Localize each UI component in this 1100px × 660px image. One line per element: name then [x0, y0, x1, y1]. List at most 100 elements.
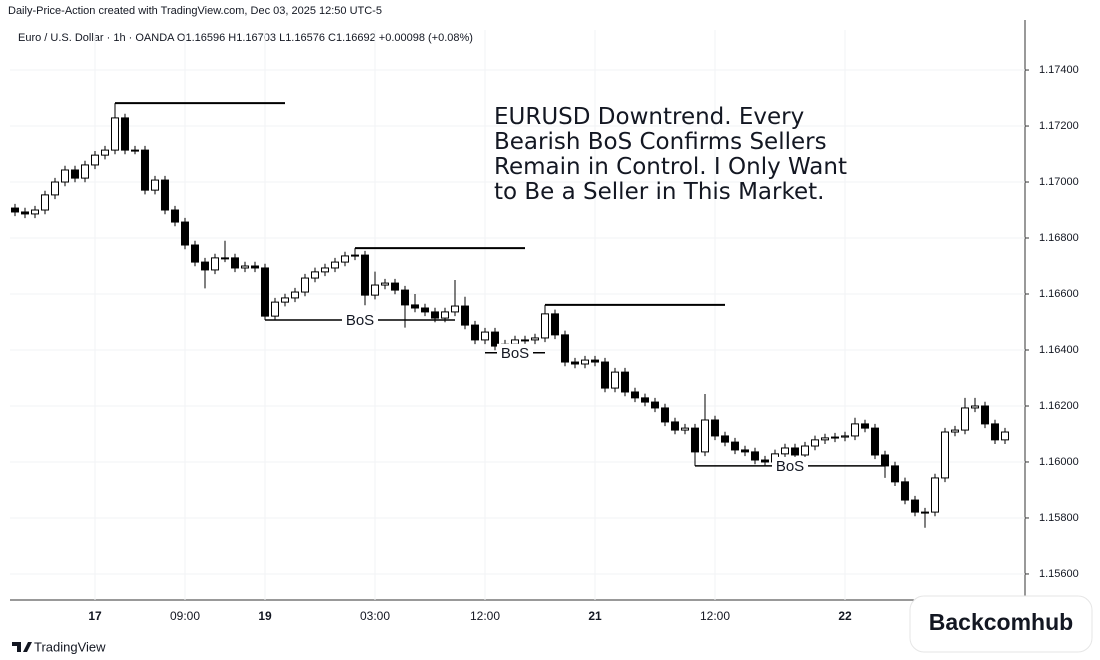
candle — [551, 309, 559, 340]
candle — [691, 423, 699, 466]
candle-body — [881, 454, 889, 467]
candle-body — [631, 391, 639, 399]
candle — [931, 473, 939, 517]
candle — [261, 263, 269, 321]
candle — [711, 415, 719, 441]
candle-body — [471, 324, 479, 341]
candle-body — [131, 149, 139, 152]
candle — [21, 207, 29, 219]
annotation-line: Remain in Control. I Only Want — [494, 154, 847, 180]
candle — [591, 355, 599, 367]
candle-body — [861, 423, 869, 429]
candle-body — [921, 511, 929, 514]
badge-box — [909, 595, 1093, 653]
candle-body — [291, 291, 299, 299]
candle-body — [141, 149, 149, 191]
x-tick-label: 12:00 — [700, 609, 730, 623]
y-tick-label: 1.15800 — [1039, 512, 1079, 524]
y-tick-label: 1.16200 — [1039, 400, 1079, 412]
candle — [891, 461, 899, 487]
candle-body — [361, 254, 369, 296]
y-tick-label: 1.16000 — [1039, 456, 1079, 468]
y-tick-label: 1.17400 — [1039, 64, 1079, 76]
candle — [441, 307, 449, 323]
candle — [791, 443, 799, 460]
candle — [821, 433, 829, 445]
candle — [91, 150, 99, 170]
candle — [781, 443, 789, 459]
badge: Backcomhub — [909, 595, 1093, 653]
annotation-line: to Be a Seller in This Market. — [494, 179, 824, 205]
candle-body — [351, 254, 359, 257]
candle-body — [401, 289, 409, 306]
candle-body — [191, 244, 199, 263]
candle-body — [811, 439, 819, 447]
candle — [661, 403, 669, 427]
candle-body — [211, 257, 219, 271]
candle-body — [551, 313, 559, 336]
candle-body — [41, 194, 49, 211]
candle-body — [621, 371, 629, 393]
candle-body — [641, 397, 649, 403]
candle-body — [441, 311, 449, 319]
candle-body — [841, 435, 849, 438]
candle — [311, 267, 319, 283]
candle — [411, 294, 419, 313]
candle-body — [11, 207, 19, 213]
candle-body — [721, 435, 729, 443]
candle — [881, 450, 889, 478]
badge-text: Backcomhub — [929, 609, 1073, 635]
y-tick-label: 1.16600 — [1039, 288, 1079, 300]
candle-body — [531, 337, 539, 341]
candle — [61, 165, 69, 187]
candle — [721, 431, 729, 447]
candle-body — [461, 305, 469, 326]
candle-body — [681, 427, 689, 431]
candle — [121, 113, 129, 155]
candle — [81, 160, 89, 183]
bos-label-bg — [497, 343, 533, 362]
candle — [971, 397, 979, 413]
candle — [601, 357, 609, 393]
candle — [921, 507, 929, 528]
x-tick-label: 19 — [258, 609, 272, 623]
candle — [961, 397, 969, 435]
candle — [621, 367, 629, 397]
candle — [741, 445, 749, 457]
candle — [231, 253, 239, 273]
bos-label-bg — [772, 456, 808, 475]
candle — [491, 327, 499, 351]
header: Daily-Price-Action created with TradingV… — [8, 5, 382, 17]
candle — [861, 419, 869, 433]
candle-body — [151, 179, 159, 191]
candle — [11, 203, 19, 217]
candle — [171, 205, 179, 227]
candle-body — [661, 407, 669, 423]
candle — [761, 455, 769, 467]
candle-body — [201, 261, 209, 271]
candle — [351, 248, 359, 261]
candle — [941, 427, 949, 483]
candle-body — [741, 449, 749, 453]
candle — [471, 320, 479, 345]
candle-body — [651, 401, 659, 409]
candle-body — [731, 441, 739, 451]
candle-body — [781, 447, 789, 455]
candle — [431, 307, 439, 323]
candle — [381, 278, 389, 290]
candle — [811, 435, 819, 451]
candle-body — [1001, 431, 1009, 441]
candle-body — [511, 339, 519, 345]
y-tick-label: 1.16400 — [1039, 344, 1079, 356]
candle — [1001, 427, 1009, 445]
y-tick-label: 1.16800 — [1039, 232, 1079, 244]
candle-body — [791, 447, 799, 456]
candle-body — [71, 169, 79, 179]
candle-body — [111, 117, 119, 151]
candle-body — [411, 304, 419, 309]
candle — [641, 393, 649, 407]
candle-body — [751, 451, 759, 461]
candle-body — [181, 221, 189, 246]
